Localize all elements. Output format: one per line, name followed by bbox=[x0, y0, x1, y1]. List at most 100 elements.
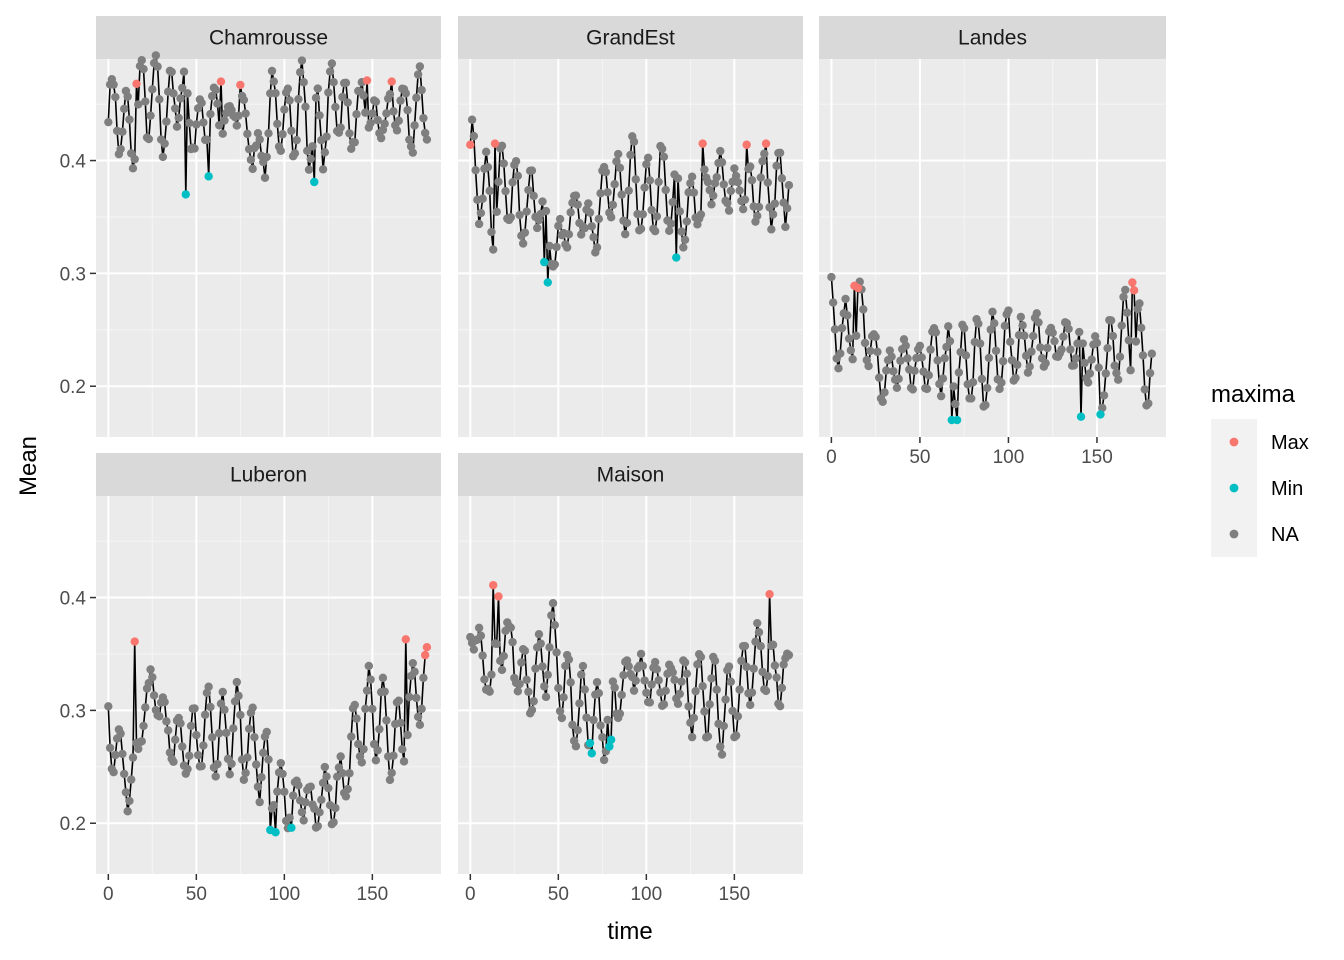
data-point-na bbox=[248, 703, 257, 712]
data-point-na bbox=[924, 371, 933, 380]
data-point-na bbox=[577, 230, 586, 239]
data-point-max bbox=[742, 140, 751, 149]
data-point-na bbox=[1131, 337, 1141, 346]
data-point-na bbox=[1075, 327, 1084, 337]
data-point-min bbox=[204, 172, 213, 181]
data-point-na bbox=[578, 661, 588, 671]
data-point-na bbox=[257, 773, 266, 782]
data-point-na bbox=[121, 788, 131, 797]
x-tick-label: 0 bbox=[826, 447, 837, 468]
panel-strip bbox=[458, 16, 803, 59]
data-point-na bbox=[392, 126, 402, 135]
data-point-na bbox=[887, 352, 896, 361]
data-point-na bbox=[710, 656, 720, 665]
data-point-na bbox=[179, 67, 189, 76]
data-point-na bbox=[1119, 292, 1128, 302]
data-point-na bbox=[364, 661, 374, 671]
data-point-na bbox=[207, 733, 217, 742]
data-point-na bbox=[422, 135, 432, 144]
data-point-na bbox=[689, 713, 699, 723]
data-point-na bbox=[169, 89, 178, 98]
data-point-na bbox=[366, 675, 375, 684]
data-point-na bbox=[399, 757, 409, 766]
data-point-na bbox=[389, 751, 398, 760]
data-point-na bbox=[357, 758, 366, 767]
data-point-na bbox=[202, 135, 212, 144]
data-point-na bbox=[564, 655, 574, 664]
x-tick-label: 100 bbox=[630, 884, 662, 905]
data-point-na bbox=[1103, 343, 1112, 353]
data-point-na bbox=[949, 382, 958, 391]
data-point-na bbox=[998, 357, 1008, 366]
data-point-na bbox=[192, 120, 201, 129]
data-point-na bbox=[469, 645, 479, 654]
data-point-na bbox=[733, 177, 743, 187]
data-point-na bbox=[1124, 336, 1134, 345]
panel-landes: Landes 0 50 100 150 bbox=[819, 16, 1166, 468]
data-point-na bbox=[378, 673, 388, 683]
data-point-na bbox=[827, 272, 836, 282]
data-point-na bbox=[568, 720, 577, 730]
data-point-na bbox=[612, 157, 621, 166]
data-point-na bbox=[589, 715, 598, 725]
data-point-na bbox=[197, 761, 206, 771]
data-point-na bbox=[262, 152, 271, 162]
data-point-na bbox=[508, 178, 517, 187]
data-point-na bbox=[506, 623, 516, 632]
data-point-na bbox=[280, 787, 289, 797]
data-point-na bbox=[696, 652, 706, 662]
data-point-na bbox=[264, 755, 273, 764]
data-point-na bbox=[239, 775, 249, 784]
data-point-na bbox=[476, 631, 486, 640]
data-point-na bbox=[536, 639, 545, 648]
data-point-na bbox=[606, 213, 616, 222]
data-point-na bbox=[1121, 285, 1130, 295]
data-point-na bbox=[104, 117, 113, 127]
data-point-na bbox=[320, 148, 330, 157]
data-point-na bbox=[1032, 309, 1041, 318]
data-point-na bbox=[128, 753, 138, 762]
data-point-na bbox=[654, 177, 663, 187]
data-point-min bbox=[540, 257, 549, 267]
data-point-na bbox=[603, 188, 612, 197]
data-point-na bbox=[255, 135, 264, 144]
data-point-na bbox=[162, 117, 171, 126]
data-point-na bbox=[313, 84, 322, 93]
data-point-na bbox=[575, 699, 584, 708]
data-point-na bbox=[721, 695, 730, 704]
data-point-na bbox=[492, 639, 501, 649]
x-tick-label: 50 bbox=[186, 884, 207, 905]
data-point-na bbox=[763, 671, 772, 681]
data-point-na bbox=[562, 243, 572, 252]
data-point-na bbox=[350, 700, 359, 710]
data-point-na bbox=[151, 51, 161, 60]
data-point-max bbox=[1129, 286, 1139, 295]
data-point-na bbox=[626, 150, 635, 160]
data-point-na bbox=[910, 366, 919, 376]
data-point-na bbox=[1140, 385, 1149, 394]
data-point-na bbox=[1138, 351, 1148, 360]
data-point-na bbox=[917, 353, 926, 362]
data-point-na bbox=[1057, 345, 1066, 354]
data-point-na bbox=[1041, 359, 1050, 368]
data-point-na bbox=[1078, 339, 1087, 348]
data-point-na bbox=[1083, 378, 1093, 387]
data-point-na bbox=[371, 756, 381, 765]
data-point-na bbox=[596, 721, 605, 730]
data-point-na bbox=[171, 104, 180, 113]
data-point-na bbox=[267, 66, 277, 76]
data-point-na bbox=[745, 700, 755, 710]
data-point-na bbox=[118, 749, 127, 759]
x-tick-label: 0 bbox=[103, 884, 114, 905]
data-point-na bbox=[767, 225, 776, 234]
data-point-na bbox=[735, 685, 744, 694]
data-point-na bbox=[329, 818, 338, 827]
data-point-na bbox=[127, 775, 136, 784]
data-point-na bbox=[661, 686, 670, 696]
data-point-na bbox=[241, 109, 250, 118]
data-point-na bbox=[707, 674, 716, 683]
data-point-na bbox=[657, 144, 667, 154]
panel-luberon: Luberon 0.2 0.3 0.4 0 50 100 150 bbox=[60, 453, 441, 905]
data-point-na bbox=[1137, 323, 1146, 332]
data-point-na bbox=[837, 323, 847, 333]
